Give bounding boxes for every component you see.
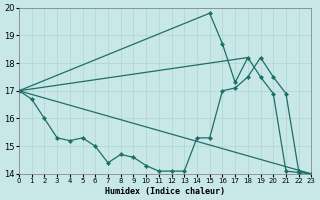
X-axis label: Humidex (Indice chaleur): Humidex (Indice chaleur) — [105, 187, 225, 196]
